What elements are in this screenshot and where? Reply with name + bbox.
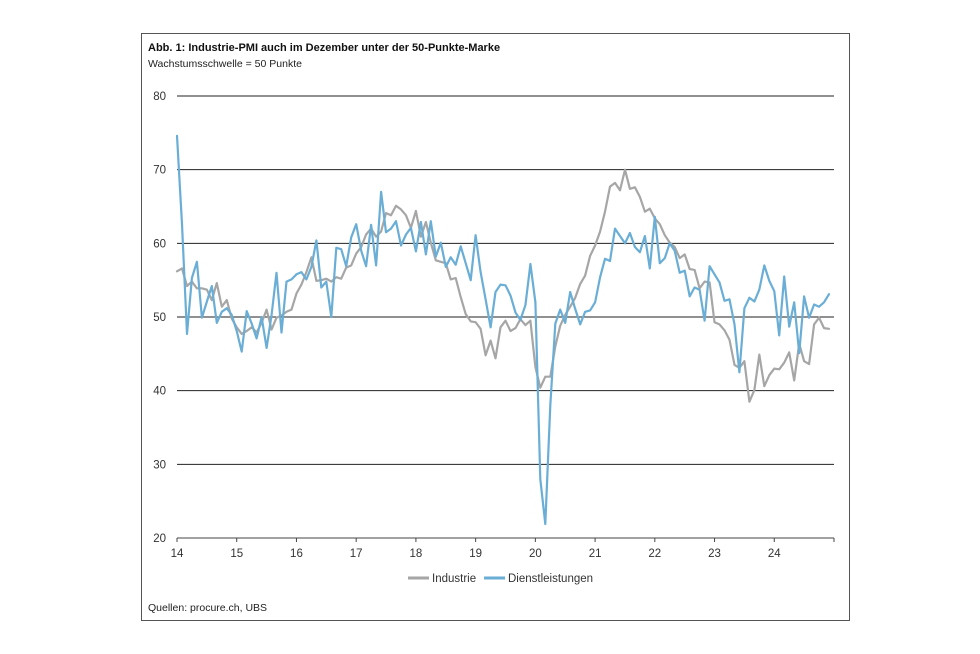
- y-tick-label: 20: [153, 533, 166, 545]
- y-tick-label: 50: [153, 312, 166, 324]
- x-tick-label: 16: [290, 548, 303, 560]
- x-tick-label: 14: [171, 548, 184, 560]
- chart-subtitle: Wachstumsschwelle = 50 Punkte: [148, 58, 302, 70]
- x-tick-label: 18: [410, 548, 423, 560]
- x-tick-label: 22: [648, 548, 661, 560]
- x-tick-label: 19: [469, 548, 482, 560]
- y-tick-label: 80: [153, 91, 166, 103]
- x-tick-label: 17: [350, 548, 363, 560]
- legend-label-industrie: Industrie: [432, 573, 476, 585]
- x-tick-label: 20: [529, 548, 542, 560]
- x-tick-label: 15: [230, 548, 243, 560]
- chart-frame: [141, 33, 850, 621]
- x-tick-label: 23: [708, 548, 721, 560]
- x-tick-label: 21: [589, 548, 602, 560]
- y-tick-label: 60: [153, 238, 166, 250]
- series-line-industrie: [175, 168, 831, 403]
- y-tick-label: 70: [153, 165, 166, 177]
- legend-label-dienstleistungen: Dienstleistungen: [508, 573, 593, 585]
- x-tick-label: 24: [768, 548, 781, 560]
- y-tick-label: 30: [153, 459, 166, 471]
- y-tick-label: 40: [153, 386, 166, 398]
- chart-title: Abb. 1: Industrie-PMI auch im Dezember u…: [148, 42, 501, 54]
- series-line-dienstleistungen: [175, 134, 831, 526]
- chart-source: Quellen: procure.ch, UBS: [148, 602, 268, 614]
